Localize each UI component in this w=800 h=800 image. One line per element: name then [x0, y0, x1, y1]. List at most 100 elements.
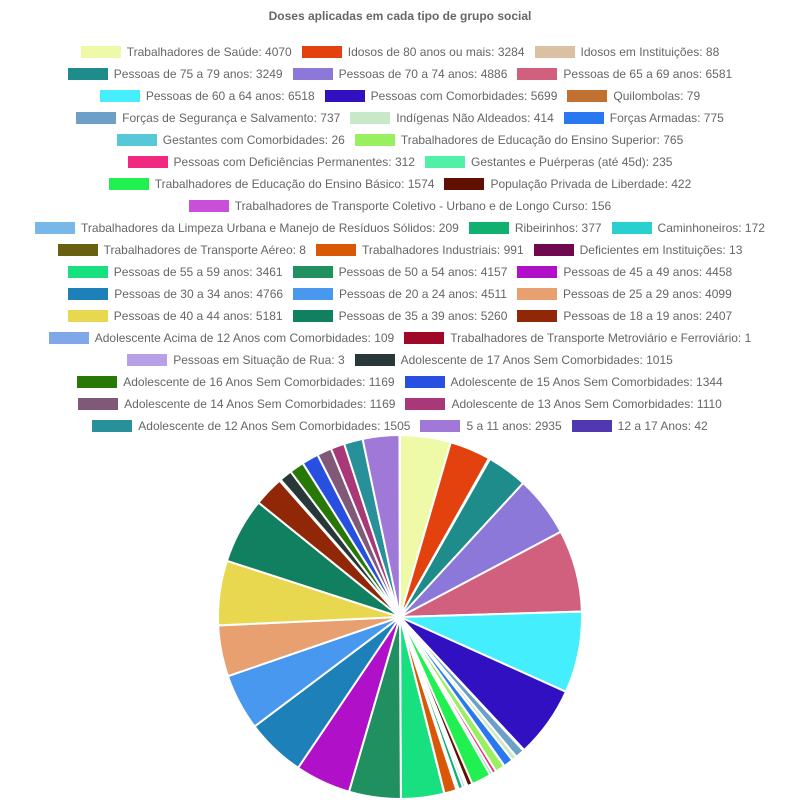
- legend-label: Trabalhadores de Transporte Metroviário …: [450, 331, 752, 345]
- legend-swatch: [68, 288, 109, 300]
- legend-label: Adolescente de 17 Anos Sem Comorbidades:…: [400, 353, 673, 367]
- legend-swatch: [517, 310, 558, 322]
- legend-label: Trabalhadores de Educação do Ensino Supe…: [400, 133, 684, 147]
- legend-row: Forças de Segurança e Salvamento: 737 Ind…: [0, 107, 800, 129]
- legend-swatch: [292, 266, 333, 278]
- legend-label: Gestantes com Comorbidades: 26: [162, 133, 345, 147]
- legend-row: Pessoas de 60 a 64 anos: 6518 Pessoas com…: [0, 85, 800, 107]
- legend-item: Adolescente de 12 Anos Sem Comorbidades:…: [92, 419, 410, 433]
- legend-swatch: [108, 178, 149, 190]
- legend-row: Pessoas de 40 a 44 anos: 5181 Pessoas de …: [0, 305, 800, 327]
- legend-label: Adolescente de 15 Anos Sem Comorbidades:…: [450, 375, 723, 389]
- legend-swatch: [127, 354, 168, 366]
- legend-label: Pessoas de 60 a 64 anos: 6518: [145, 89, 315, 103]
- legend: Trabalhadores de Saúde: 4070 Idosos de 80…: [0, 41, 800, 437]
- legend-swatch: [533, 244, 574, 256]
- legend-item: 5 a 11 anos: 2935: [420, 419, 562, 433]
- legend-swatch: [534, 46, 575, 58]
- legend-label: Adolescente de 13 Anos Sem Comorbidades:…: [451, 397, 722, 411]
- legend-swatch: [350, 112, 391, 124]
- legend-item: Idosos de 80 anos ou mais: 3284: [301, 45, 525, 59]
- legend-item: Adolescente de 14 Anos Sem Comorbidades:…: [78, 397, 395, 411]
- legend-swatch: [567, 90, 608, 102]
- legend-swatch: [80, 46, 121, 58]
- legend-row: Trabalhadores de Transporte Aéreo: 8 Trab…: [0, 239, 800, 261]
- legend-swatch: [76, 112, 117, 124]
- legend-item: Pessoas de 55 a 59 anos: 3461: [67, 265, 283, 279]
- legend-label: Adolescente de 16 Anos Sem Comorbidades:…: [123, 375, 395, 389]
- chart-title: Doses aplicadas em cada tipo de grupo so…: [268, 9, 532, 23]
- legend-label: Trabalhadores de Transporte Aéreo: 8: [103, 243, 306, 257]
- legend-item: Indígenas Não Aldeados: 414: [350, 111, 554, 125]
- legend-item: Quilombolas: 79: [567, 89, 700, 103]
- legend-label: Pessoas com Deficiências Permanentes: 31…: [173, 155, 415, 169]
- legend-label: Idosos em Instituições: 88: [580, 45, 720, 59]
- legend-label: Trabalhadores de Saúde: 4070: [126, 45, 292, 59]
- legend-item: Adolescente Acima de 12 Anos com Comorbi…: [48, 331, 394, 345]
- legend-swatch: [35, 222, 76, 234]
- legend-item: Pessoas com Comorbidades: 5699: [324, 89, 558, 103]
- legend-swatch: [78, 398, 119, 410]
- legend-label: Pessoas de 55 a 59 anos: 3461: [113, 265, 283, 279]
- legend-swatch: [468, 222, 509, 234]
- legend-swatch: [517, 266, 558, 278]
- legend-label: População Privada de Liberdade: 422: [490, 177, 692, 191]
- legend-item: Trabalhadores de Transporte Metroviário …: [404, 331, 751, 345]
- legend-row: Trabalhadores da Limpeza Urbana e Manejo…: [0, 217, 800, 239]
- legend-item: Adolescente de 13 Anos Sem Comorbidades:…: [405, 397, 722, 411]
- pie-slice: [398, 433, 401, 618]
- legend-label: Forças Armadas: 775: [609, 111, 724, 125]
- legend-swatch: [293, 288, 334, 300]
- legend-label: Pessoas de 65 a 69 anos: 6581: [563, 67, 733, 81]
- legend-item: Adolescente de 16 Anos Sem Comorbidades:…: [77, 375, 395, 389]
- legend-label: 5 a 11 anos: 2935: [466, 419, 562, 433]
- legend-item: 12 a 17 Anos: 42: [571, 419, 708, 433]
- legend-row: Gestantes com Comorbidades: 26 Trabalhado…: [0, 129, 800, 151]
- legend-item: Pessoas em Situação de Rua: 3: [127, 353, 345, 367]
- legend-swatch: [424, 156, 465, 168]
- legend-item: Forças de Segurança e Salvamento: 737: [76, 111, 340, 125]
- legend-item: Pessoas com Deficiências Permanentes: 31…: [127, 155, 415, 169]
- legend-item: Caminhoneiros: 172: [611, 221, 765, 235]
- legend-item: Pessoas de 65 a 69 anos: 6581: [517, 67, 732, 81]
- legend-label: Pessoas de 45 a 49 anos: 4458: [563, 265, 733, 279]
- legend-label: Pessoas de 75 a 79 anos: 3249: [113, 67, 283, 81]
- legend-swatch: [292, 310, 333, 322]
- legend-label: Pessoas de 35 a 39 anos: 5260: [338, 309, 508, 323]
- legend-swatch: [354, 354, 395, 366]
- legend-item: Adolescente de 17 Anos Sem Comorbidades:…: [354, 353, 673, 367]
- legend-swatch: [563, 112, 604, 124]
- legend-row: Trabalhadores de Transporte Coletivo - U…: [0, 195, 800, 217]
- legend-swatch: [611, 222, 652, 234]
- legend-swatch: [92, 420, 133, 432]
- legend-item: Pessoas de 30 a 34 anos: 4766: [68, 287, 283, 301]
- legend-swatch: [67, 266, 108, 278]
- legend-item: Trabalhadores da Limpeza Urbana e Manejo…: [35, 221, 459, 235]
- legend-item: Pessoas de 40 a 44 anos: 5181: [67, 309, 283, 323]
- legend-swatch: [405, 398, 446, 410]
- legend-label: Adolescente de 12 Anos Sem Comorbidades:…: [138, 419, 411, 433]
- legend-label: Deficientes em Instituições: 13: [579, 243, 743, 257]
- legend-label: Ribeirinhos: 377: [514, 221, 602, 235]
- legend-swatch: [188, 200, 229, 212]
- legend-swatch: [127, 156, 168, 168]
- legend-swatch: [301, 46, 342, 58]
- legend-label: Trabalhadores Industriais: 991: [361, 243, 524, 257]
- legend-item: Forças Armadas: 775: [563, 111, 724, 125]
- legend-label: Pessoas com Comorbidades: 5699: [370, 89, 558, 103]
- legend-label: Pessoas de 50 a 54 anos: 4157: [338, 265, 508, 279]
- legend-swatch: [57, 244, 98, 256]
- legend-row: Adolescente Acima de 12 Anos com Comorbi…: [0, 327, 800, 349]
- legend-item: Pessoas de 75 a 79 anos: 3249: [67, 67, 283, 81]
- legend-swatch: [404, 376, 445, 388]
- legend-row: Trabalhadores de Educação do Ensino Bási…: [0, 173, 800, 195]
- legend-swatch: [77, 376, 118, 388]
- legend-label: Trabalhadores de Transporte Coletivo - U…: [234, 199, 612, 213]
- legend-row: Adolescente de 14 Anos Sem Comorbidades:…: [0, 393, 800, 415]
- legend-item: População Privada de Liberdade: 422: [444, 177, 691, 191]
- legend-item: Deficientes em Instituições: 13: [533, 243, 743, 257]
- legend-item: Ribeirinhos: 377: [468, 221, 602, 235]
- legend-item: Pessoas de 18 a 19 anos: 2407: [517, 309, 732, 323]
- legend-item: Gestantes e Puérperas (até 45d): 235: [424, 155, 672, 169]
